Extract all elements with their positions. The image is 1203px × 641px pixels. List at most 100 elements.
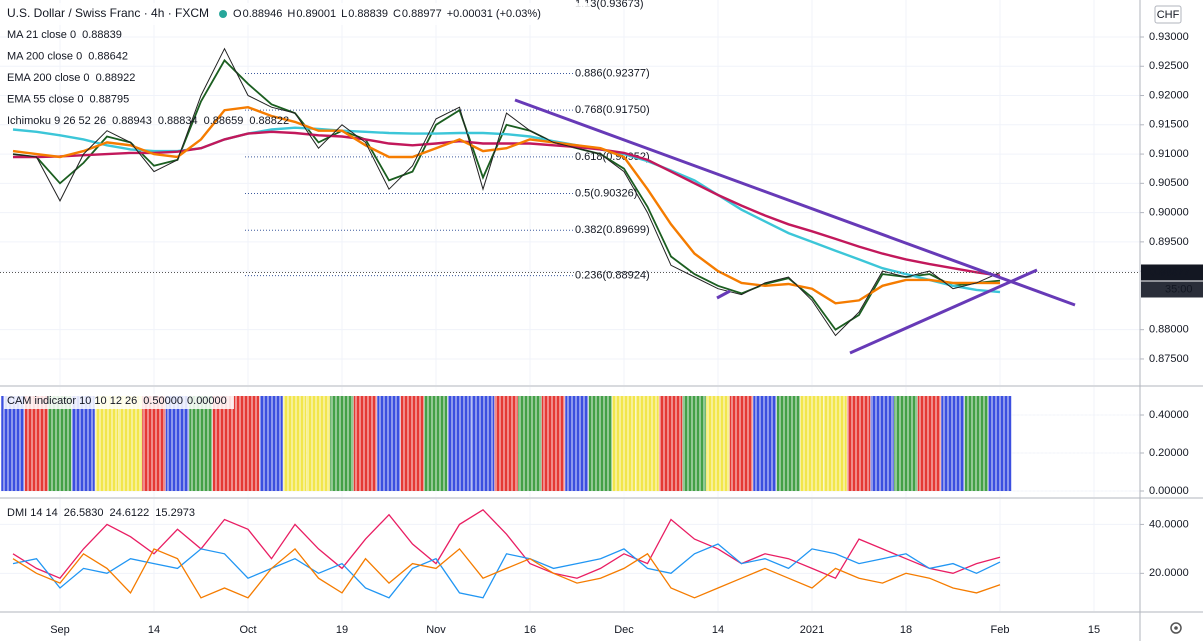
dmi-value: 26.5830	[64, 507, 104, 519]
cam-bar	[870, 396, 894, 491]
cam-bar	[541, 396, 565, 491]
cam-bar	[306, 396, 330, 491]
cam-bar	[753, 396, 777, 491]
cam-bar	[682, 396, 706, 491]
main-pane: 1.13(0.93673) 0.886(0.92377) 0.768(0.91750…	[0, 0, 1140, 385]
indicator-line	[13, 130, 1001, 277]
cam-bar	[659, 396, 683, 491]
legend-name: MA 21 close 0	[7, 29, 76, 41]
cam-bar	[917, 396, 941, 491]
x-tick-label: 18	[900, 624, 912, 636]
cam-bar	[941, 396, 965, 491]
legend-value: 0.88922	[96, 72, 136, 84]
cam-title: CAM indicator 10 10 12 26	[7, 395, 137, 407]
last-price-label: 0.88977	[1150, 266, 1190, 278]
settings-icon-center[interactable]	[1174, 626, 1178, 630]
y-tick-label: 0.91000	[1149, 148, 1189, 160]
cam-bar	[259, 396, 283, 491]
y-tick-label: 0.90000	[1149, 207, 1189, 219]
ohlc-value: 0.89001	[296, 8, 336, 20]
countdown-box	[1141, 281, 1203, 298]
cam-bar	[847, 396, 871, 491]
y-tick-label: 0.93000	[1149, 31, 1189, 43]
cam-value: 0.00000	[187, 395, 227, 407]
cam-bar	[330, 396, 354, 491]
dmi-value: 24.6122	[110, 507, 150, 519]
legend-value: 0.88642	[88, 50, 128, 62]
x-tick-label: 16	[524, 624, 536, 636]
cam-bar	[494, 396, 518, 491]
price-line	[12, 47, 1001, 337]
fib-label: 0.886(0.92377)	[575, 67, 650, 79]
x-tick-label: Oct	[239, 624, 256, 636]
axes: 0.93000 0.92500 0.92000 0.91500 0.91000 0.905…	[50, 31, 1203, 636]
cam-bar	[518, 396, 542, 491]
cam-bar	[635, 396, 659, 491]
cam-bar	[95, 396, 119, 491]
cam-bar	[118, 396, 142, 491]
cam-bar	[165, 396, 189, 491]
cam-bar	[353, 396, 377, 491]
y-tick-label: 20.0000	[1149, 567, 1189, 579]
dmi-pane	[0, 499, 1140, 611]
cam-bar	[377, 396, 401, 491]
legend-value: 0.88822	[249, 115, 289, 127]
ohlc-label: L	[341, 8, 347, 20]
cam-bar	[1, 396, 25, 491]
legend-bg	[4, 394, 234, 409]
cam-bar	[142, 396, 166, 491]
indicator-line	[12, 105, 1001, 305]
cam-bar	[823, 396, 847, 491]
y-tick-label: 0.92000	[1149, 89, 1189, 101]
y-tick-label: 0.91500	[1149, 119, 1189, 131]
x-tick-label: Dec	[614, 624, 634, 636]
legend-name: Ichimoku 9 26 52 26	[7, 115, 106, 127]
legend-value: 0.88659	[204, 115, 244, 127]
cam-bar	[283, 396, 307, 491]
currency-label[interactable]: CHF	[1157, 9, 1180, 21]
y-tick-label: 0.88000	[1149, 324, 1189, 336]
drawings	[514, 98, 1076, 355]
ohlc-label: C	[393, 8, 401, 20]
y-tick-label: 0.87500	[1149, 353, 1189, 365]
symbol-title: U.S. Dollar / Swiss Franc · 4h · FXCM	[7, 6, 209, 20]
cam-bar	[71, 396, 95, 491]
ohlc-label: H	[287, 8, 295, 20]
fib-label: 0.382(0.89699)	[575, 224, 650, 236]
x-tick-label: Feb	[991, 624, 1010, 636]
legend-name: MA 200 close 0	[7, 50, 82, 62]
x-tick-label: Nov	[426, 624, 446, 636]
legend-value: 0.88834	[158, 115, 198, 127]
trend-line	[514, 98, 1076, 307]
currency-button[interactable]	[1154, 5, 1182, 24]
dmi-value: 15.2973	[155, 507, 195, 519]
change: +0.00031 (+0.03%)	[447, 8, 541, 20]
cam-bar	[447, 396, 471, 491]
x-tick-label: 19	[336, 624, 348, 636]
indicator-line	[12, 547, 1001, 599]
x-tick-label: Sep	[50, 624, 70, 636]
settings-icon[interactable]	[1170, 622, 1182, 634]
legend: U.S. Dollar / Swiss Franc · 4h · FXCM O 0.…	[0, 3, 1182, 519]
cam-bar	[189, 396, 213, 491]
cam-bar	[565, 396, 589, 491]
ohlc-value: 0.88946	[243, 8, 283, 20]
x-tick-label: 14	[712, 624, 724, 636]
fib-label: 0.236(0.88924)	[575, 270, 650, 282]
ohlc-value: 0.88839	[348, 8, 388, 20]
cam-bar	[471, 396, 495, 491]
x-tick-label: 15	[1088, 624, 1100, 636]
settings-button[interactable]	[1170, 622, 1182, 634]
legend-bg	[0, 3, 590, 25]
x-tick-label: 14	[148, 624, 160, 636]
y-tick-label: 0.40000	[1149, 409, 1189, 421]
dmi-title: DMI 14 14	[7, 507, 58, 519]
countdown-label: 35:00	[1165, 283, 1193, 295]
legend-value: 0.88943	[112, 115, 152, 127]
market-status	[219, 10, 228, 18]
indicator-line	[12, 508, 1001, 580]
y-tick-label: 0.89500	[1149, 236, 1189, 248]
legend-name: EMA 55 close 0	[7, 93, 83, 105]
